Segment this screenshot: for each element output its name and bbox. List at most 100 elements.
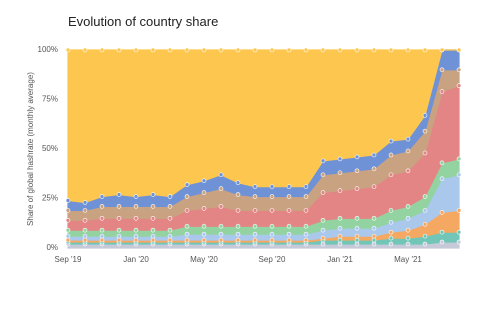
point — [269, 194, 275, 199]
point — [405, 148, 411, 154]
point — [354, 168, 360, 174]
point — [337, 241, 343, 247]
point — [167, 227, 173, 233]
point — [99, 233, 105, 239]
point — [371, 152, 377, 158]
x-tick-label: Jan '21 — [327, 255, 353, 264]
point — [116, 233, 122, 239]
point — [269, 47, 275, 53]
point — [235, 180, 241, 185]
point — [456, 47, 462, 53]
point — [388, 241, 394, 247]
point — [439, 229, 445, 235]
point — [150, 227, 156, 233]
point — [286, 223, 292, 229]
point — [201, 231, 207, 237]
point — [218, 172, 224, 178]
point — [150, 237, 156, 243]
point — [422, 113, 428, 118]
point — [116, 47, 122, 53]
point — [65, 233, 71, 239]
x-tick-label: Sep '20 — [259, 255, 286, 264]
point — [303, 184, 309, 189]
point — [150, 216, 156, 221]
point — [150, 47, 156, 53]
point — [422, 47, 428, 53]
point — [286, 194, 292, 199]
point — [184, 237, 190, 243]
point — [405, 216, 411, 221]
point — [388, 229, 394, 235]
point — [439, 67, 445, 73]
point — [439, 210, 445, 215]
point — [337, 156, 343, 162]
point — [439, 239, 445, 245]
y-tick-label: 75% — [42, 95, 58, 104]
point — [286, 184, 292, 189]
point — [133, 194, 139, 199]
point — [456, 208, 462, 213]
point — [320, 158, 326, 164]
point — [99, 194, 105, 199]
point — [167, 237, 173, 243]
point — [286, 47, 292, 53]
point — [422, 241, 428, 247]
y-axis-label: Share of global hashrate (monthly averag… — [26, 72, 35, 226]
point — [320, 190, 326, 195]
point — [218, 231, 224, 237]
point — [456, 229, 462, 235]
point — [116, 192, 122, 197]
point — [82, 47, 88, 53]
point — [218, 47, 224, 53]
point — [201, 237, 207, 243]
point — [82, 208, 88, 213]
point — [371, 184, 377, 189]
point — [320, 241, 326, 247]
chart-title: Evolution of country share — [68, 14, 218, 29]
point — [167, 216, 173, 221]
point — [252, 194, 258, 199]
point — [99, 204, 105, 209]
point — [65, 227, 71, 233]
point — [354, 241, 360, 247]
point — [184, 47, 190, 53]
point — [235, 192, 241, 197]
point — [150, 192, 156, 197]
point — [456, 156, 462, 162]
point — [337, 47, 343, 53]
point — [269, 208, 275, 213]
point — [167, 194, 173, 199]
point — [303, 208, 309, 213]
point — [422, 221, 428, 227]
point — [201, 223, 207, 229]
point — [116, 237, 122, 243]
point — [65, 217, 71, 223]
point — [218, 237, 224, 243]
x-tick-label: Sep '19 — [55, 255, 82, 264]
point — [405, 204, 411, 209]
point — [456, 83, 462, 88]
point — [371, 47, 377, 53]
point — [184, 223, 190, 229]
point — [422, 194, 428, 199]
point — [303, 231, 309, 237]
point — [439, 47, 445, 53]
point — [371, 166, 377, 172]
point — [184, 182, 190, 187]
point — [252, 184, 258, 189]
point — [422, 208, 428, 213]
point — [82, 233, 88, 239]
point — [252, 231, 258, 237]
point — [405, 47, 411, 53]
point — [303, 223, 309, 229]
y-tick-label: 50% — [42, 144, 58, 153]
point — [371, 225, 377, 231]
point — [65, 47, 71, 53]
point — [354, 186, 360, 191]
point — [405, 227, 411, 233]
point — [286, 231, 292, 237]
point — [252, 223, 258, 229]
point — [201, 190, 207, 195]
